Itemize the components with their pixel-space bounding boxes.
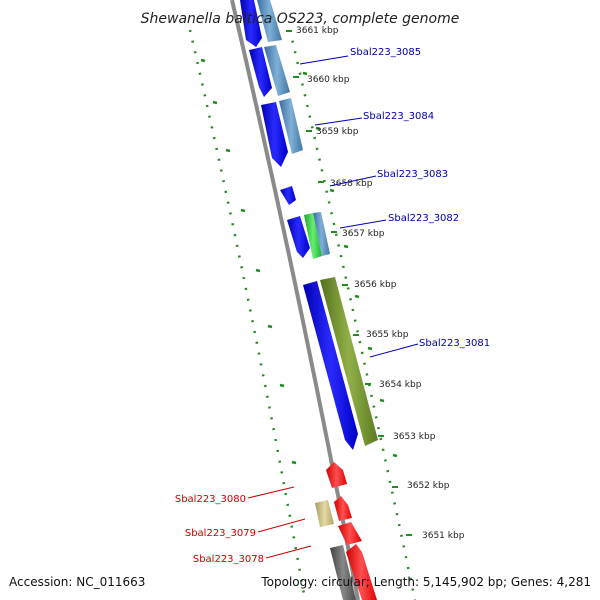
gene-sbal223-3081-arrow[interactable] bbox=[303, 281, 358, 450]
gc-skew-track-outer bbox=[288, 29, 417, 600]
gene-sbal223-3084-arrow[interactable] bbox=[261, 102, 288, 167]
gc-skew-long-ticks bbox=[200, 58, 398, 465]
gene-label-sbal223-3079[interactable]: Sbal223_3079 bbox=[185, 528, 256, 539]
kbp-label: 3661 kbp bbox=[296, 26, 339, 36]
gene-label-sbal223-3080[interactable]: Sbal223_3080 bbox=[175, 494, 246, 505]
kbp-label: 3658 kbp bbox=[330, 179, 373, 189]
gene-label-sbal223-3085[interactable]: Sbal223_3085 bbox=[350, 47, 421, 58]
gene-label-sbal223-3084[interactable]: Sbal223_3084 bbox=[363, 111, 434, 122]
kbp-label: 3651 kbp bbox=[422, 531, 465, 541]
kbp-label: 3660 kbp bbox=[307, 75, 350, 85]
gene-label-sbal223-3078[interactable]: Sbal223_3078 bbox=[193, 554, 264, 565]
genome-summary-text: Topology: circular; Length: 5,145,902 bp… bbox=[260, 575, 591, 589]
gene-label-leaders-blue bbox=[299, 55, 419, 358]
gene-sbal223-3080-arrow[interactable] bbox=[326, 462, 347, 488]
kbp-label: 3654 kbp bbox=[379, 380, 422, 390]
feature-3081-olive[interactable] bbox=[320, 277, 378, 446]
gene-sbal223-3086-arrow[interactable] bbox=[240, 0, 262, 47]
gene-label-leaders-red bbox=[247, 486, 312, 559]
kbp-label: 3653 kbp bbox=[393, 432, 436, 442]
map-title: Shewanella baltica OS223, complete genom… bbox=[141, 11, 460, 27]
feature-3085-steel[interactable] bbox=[264, 45, 290, 96]
gene-sbal223-3082-arrow[interactable] bbox=[287, 216, 310, 258]
kbp-label: 3659 kbp bbox=[316, 127, 359, 137]
gene-sbal223-3085-arrow[interactable] bbox=[249, 47, 272, 97]
gene-label-sbal223-3082[interactable]: Sbal223_3082 bbox=[388, 213, 459, 224]
gene-sbal223-3078-arrow[interactable] bbox=[338, 522, 362, 545]
feature-3082-green[interactable] bbox=[304, 213, 322, 259]
feature-3078-grey[interactable] bbox=[330, 545, 356, 600]
accession-text: Accession: NC_011663 bbox=[9, 575, 145, 589]
feature-3082-steel[interactable] bbox=[313, 212, 330, 256]
gene-label-sbal223-3081[interactable]: Sbal223_3081 bbox=[419, 338, 490, 349]
kbp-tick-marks bbox=[286, 30, 412, 536]
kbp-label: 3652 kbp bbox=[407, 481, 450, 491]
gene-sbal223-3083-arrow[interactable] bbox=[280, 186, 296, 205]
feature-3084-steel[interactable] bbox=[279, 98, 303, 154]
kbp-label: 3657 kbp bbox=[342, 229, 385, 239]
feature-3079-tan[interactable] bbox=[315, 500, 334, 527]
kbp-label: 3656 kbp bbox=[354, 280, 397, 290]
kbp-label: 3655 kbp bbox=[366, 330, 409, 340]
gene-label-sbal223-3083[interactable]: Sbal223_3083 bbox=[377, 169, 448, 180]
gene-sbal223-3079-arrow[interactable] bbox=[334, 496, 352, 521]
feature-3086-steel[interactable] bbox=[257, 0, 282, 42]
gene-sbal223-3077-arrow[interactable] bbox=[346, 544, 377, 600]
